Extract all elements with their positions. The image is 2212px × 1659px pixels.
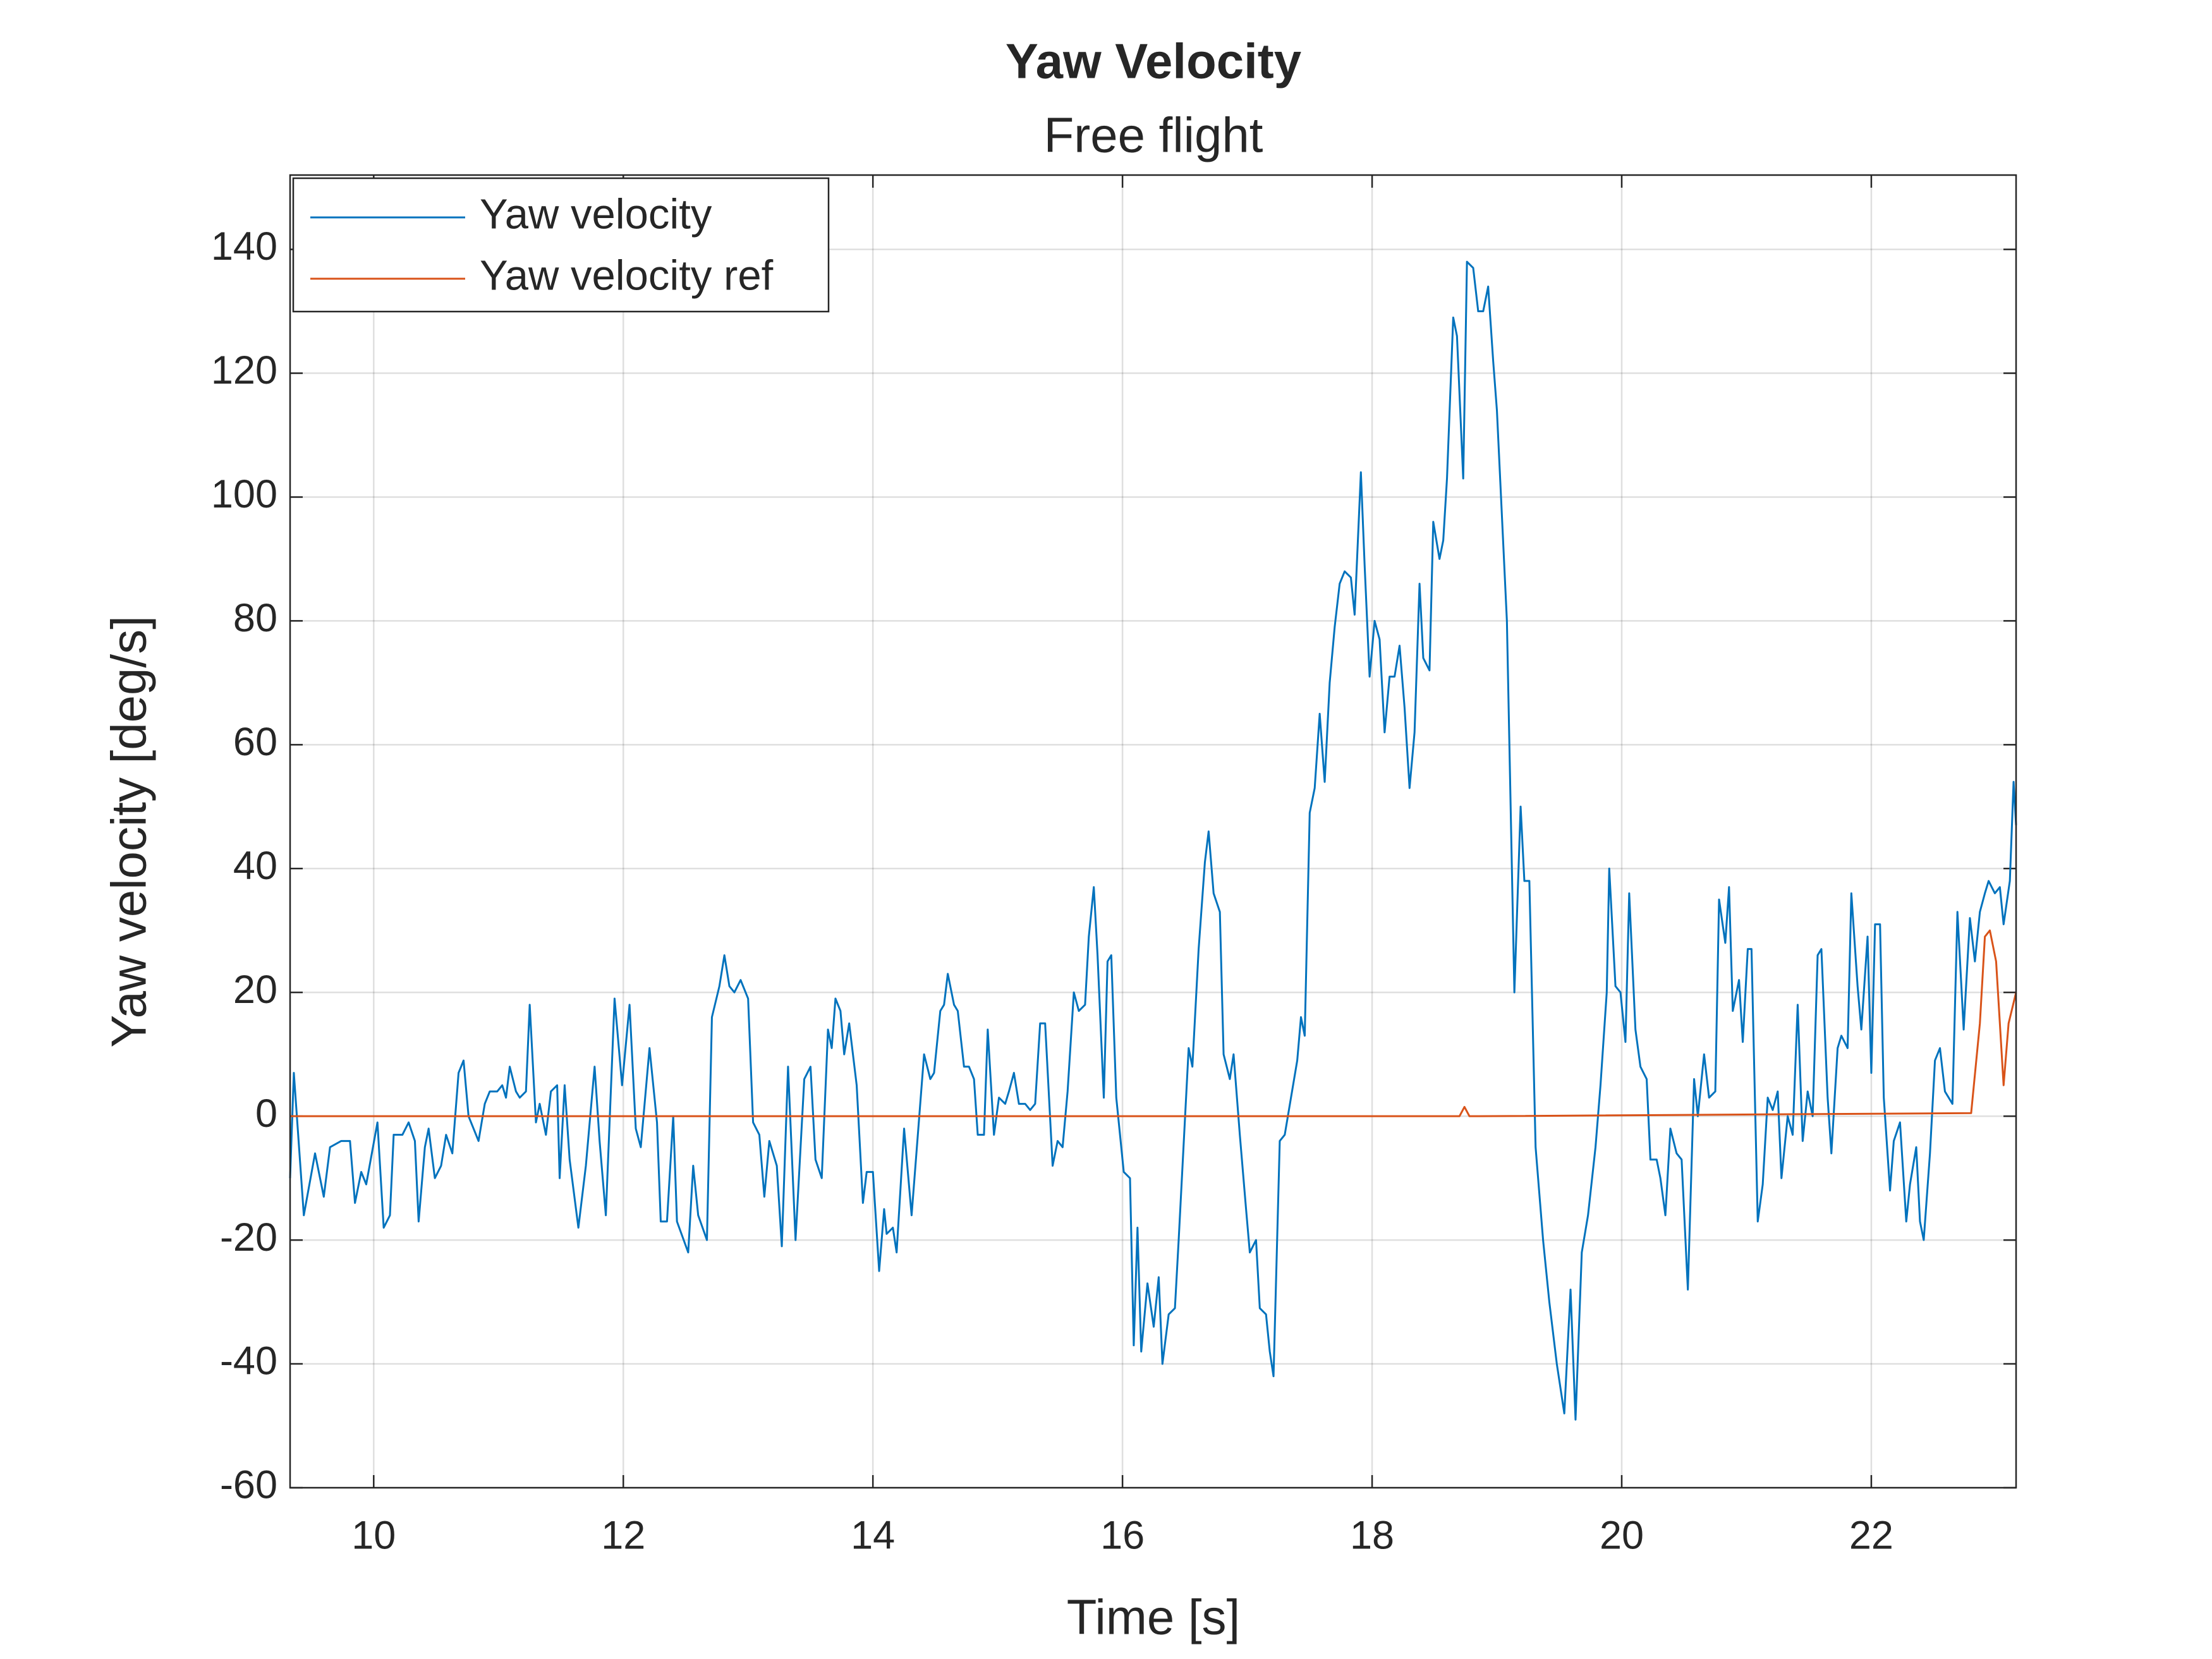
legend-box [292, 177, 830, 313]
x-tick-label: 16 [1100, 1514, 1145, 1558]
legend-label: Yaw velocity ref [480, 252, 774, 300]
y-tick-label: 100 [211, 472, 277, 516]
chart-subtitle: Free flight [1044, 107, 1263, 163]
y-tick-label: 80 [233, 596, 277, 640]
x-tick-label: 14 [851, 1514, 895, 1558]
y-tick-label: 40 [233, 844, 277, 888]
y-tick-label: 0 [255, 1091, 277, 1136]
plot-frame [289, 174, 2017, 1489]
y-tick-label: 140 [211, 224, 277, 269]
chart-title: Yaw Velocity [1006, 33, 1301, 89]
x-axis-label: Time [s] [1067, 1589, 1240, 1645]
x-tick-label: 12 [601, 1514, 645, 1558]
x-tick-label: 10 [351, 1514, 396, 1558]
y-axis-label: Yaw velocity [deg/s] [101, 616, 157, 1048]
y-tick-label: -40 [220, 1339, 277, 1383]
data-line [290, 929, 2017, 1117]
x-tick-label: 20 [1600, 1514, 1644, 1558]
y-tick-label: -60 [220, 1463, 277, 1507]
legend-label: Yaw velocity [480, 191, 712, 238]
y-tick-label: 120 [211, 348, 277, 392]
x-tick-label: 18 [1350, 1514, 1394, 1558]
x-tick-label: 22 [1849, 1514, 1893, 1558]
data-line [289, 260, 2017, 1421]
y-tick-label: 60 [233, 720, 277, 764]
y-tick-label: -20 [220, 1215, 277, 1260]
y-tick-label: 20 [233, 968, 277, 1012]
